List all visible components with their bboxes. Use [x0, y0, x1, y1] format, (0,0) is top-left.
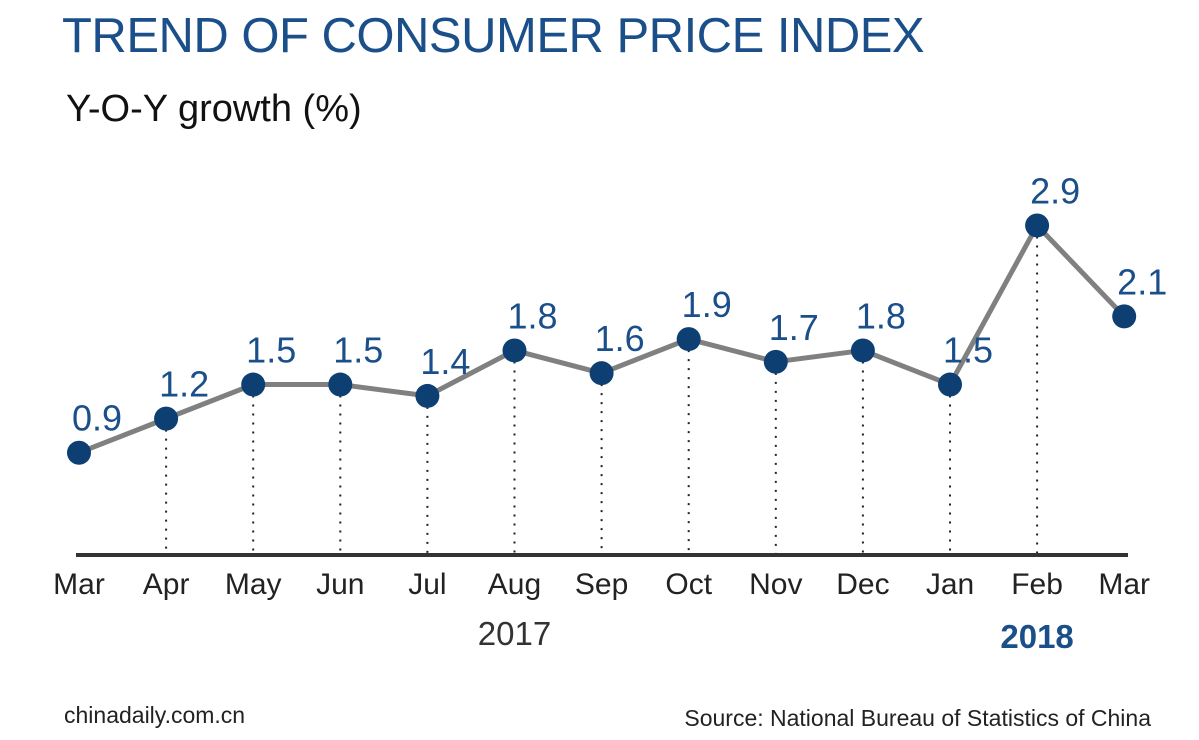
- x-tick-label: Jun: [316, 568, 364, 601]
- x-tick-label: Jan: [926, 568, 974, 601]
- data-point: [502, 338, 527, 363]
- x-tick-label: Oct: [665, 568, 712, 601]
- data-point: [415, 383, 440, 408]
- chart-subtitle: Y-O-Y growth (%): [66, 88, 362, 130]
- x-tick-label-group: Mar Apr May Jun Jul Aug Sep Oct Nov Dec Jan Feb Mar: [53, 568, 1150, 601]
- data-point: [850, 338, 875, 363]
- data-point: [241, 372, 266, 397]
- data-label: 1.4: [420, 341, 470, 382]
- year-label-2017: 2017: [478, 615, 551, 652]
- marker-group: [67, 213, 1137, 465]
- data-point: [1025, 213, 1050, 238]
- data-label: 1.8: [856, 295, 906, 336]
- x-tick-label: Dec: [836, 568, 889, 601]
- data-label: 1.7: [769, 307, 819, 348]
- data-label: 0.9: [72, 398, 122, 439]
- data-label: 2.9: [1030, 170, 1080, 211]
- data-label: 1.2: [159, 364, 209, 405]
- data-point: [1112, 304, 1137, 329]
- x-tick-label: May: [225, 568, 282, 601]
- data-label: 1.6: [595, 318, 645, 359]
- data-label: 1.5: [333, 330, 383, 371]
- data-point: [938, 372, 962, 397]
- year-label-group: 2017 2018: [478, 615, 1074, 655]
- data-label: 1.5: [246, 330, 296, 371]
- x-tick-label: Mar: [1098, 568, 1150, 601]
- data-point: [154, 406, 179, 431]
- x-tick-label: Aug: [488, 568, 541, 601]
- source-note: Source: National Bureau of Statistics of…: [684, 705, 1151, 731]
- data-point: [67, 440, 91, 465]
- x-tick-label: Jul: [408, 568, 446, 601]
- chart-title: TREND OF CONSUMER PRICE INDEX: [62, 9, 925, 63]
- x-tick-label: Mar: [53, 568, 105, 601]
- data-label: 1.8: [507, 295, 557, 336]
- site-credit: chinadaily.com.cn: [64, 702, 246, 728]
- data-label: 1.5: [943, 330, 993, 371]
- data-label: 2.1: [1117, 261, 1167, 302]
- x-tick-label: Apr: [143, 568, 190, 601]
- data-label-group: 0.9 1.2 1.5 1.5 1.4 1.8 1.6 1.9 1.7 1.8 1.5 2.9 2.1: [72, 170, 1167, 438]
- x-tick-label: Feb: [1011, 568, 1063, 601]
- data-point: [589, 361, 614, 386]
- data-point: [328, 372, 353, 397]
- x-tick-label: Nov: [749, 568, 802, 601]
- data-point: [676, 327, 701, 352]
- data-label: 1.9: [682, 284, 732, 325]
- year-label-2018: 2018: [1000, 618, 1073, 655]
- data-point: [763, 349, 788, 374]
- leader-lines: [165, 236, 1039, 553]
- x-tick-label: Sep: [575, 568, 628, 601]
